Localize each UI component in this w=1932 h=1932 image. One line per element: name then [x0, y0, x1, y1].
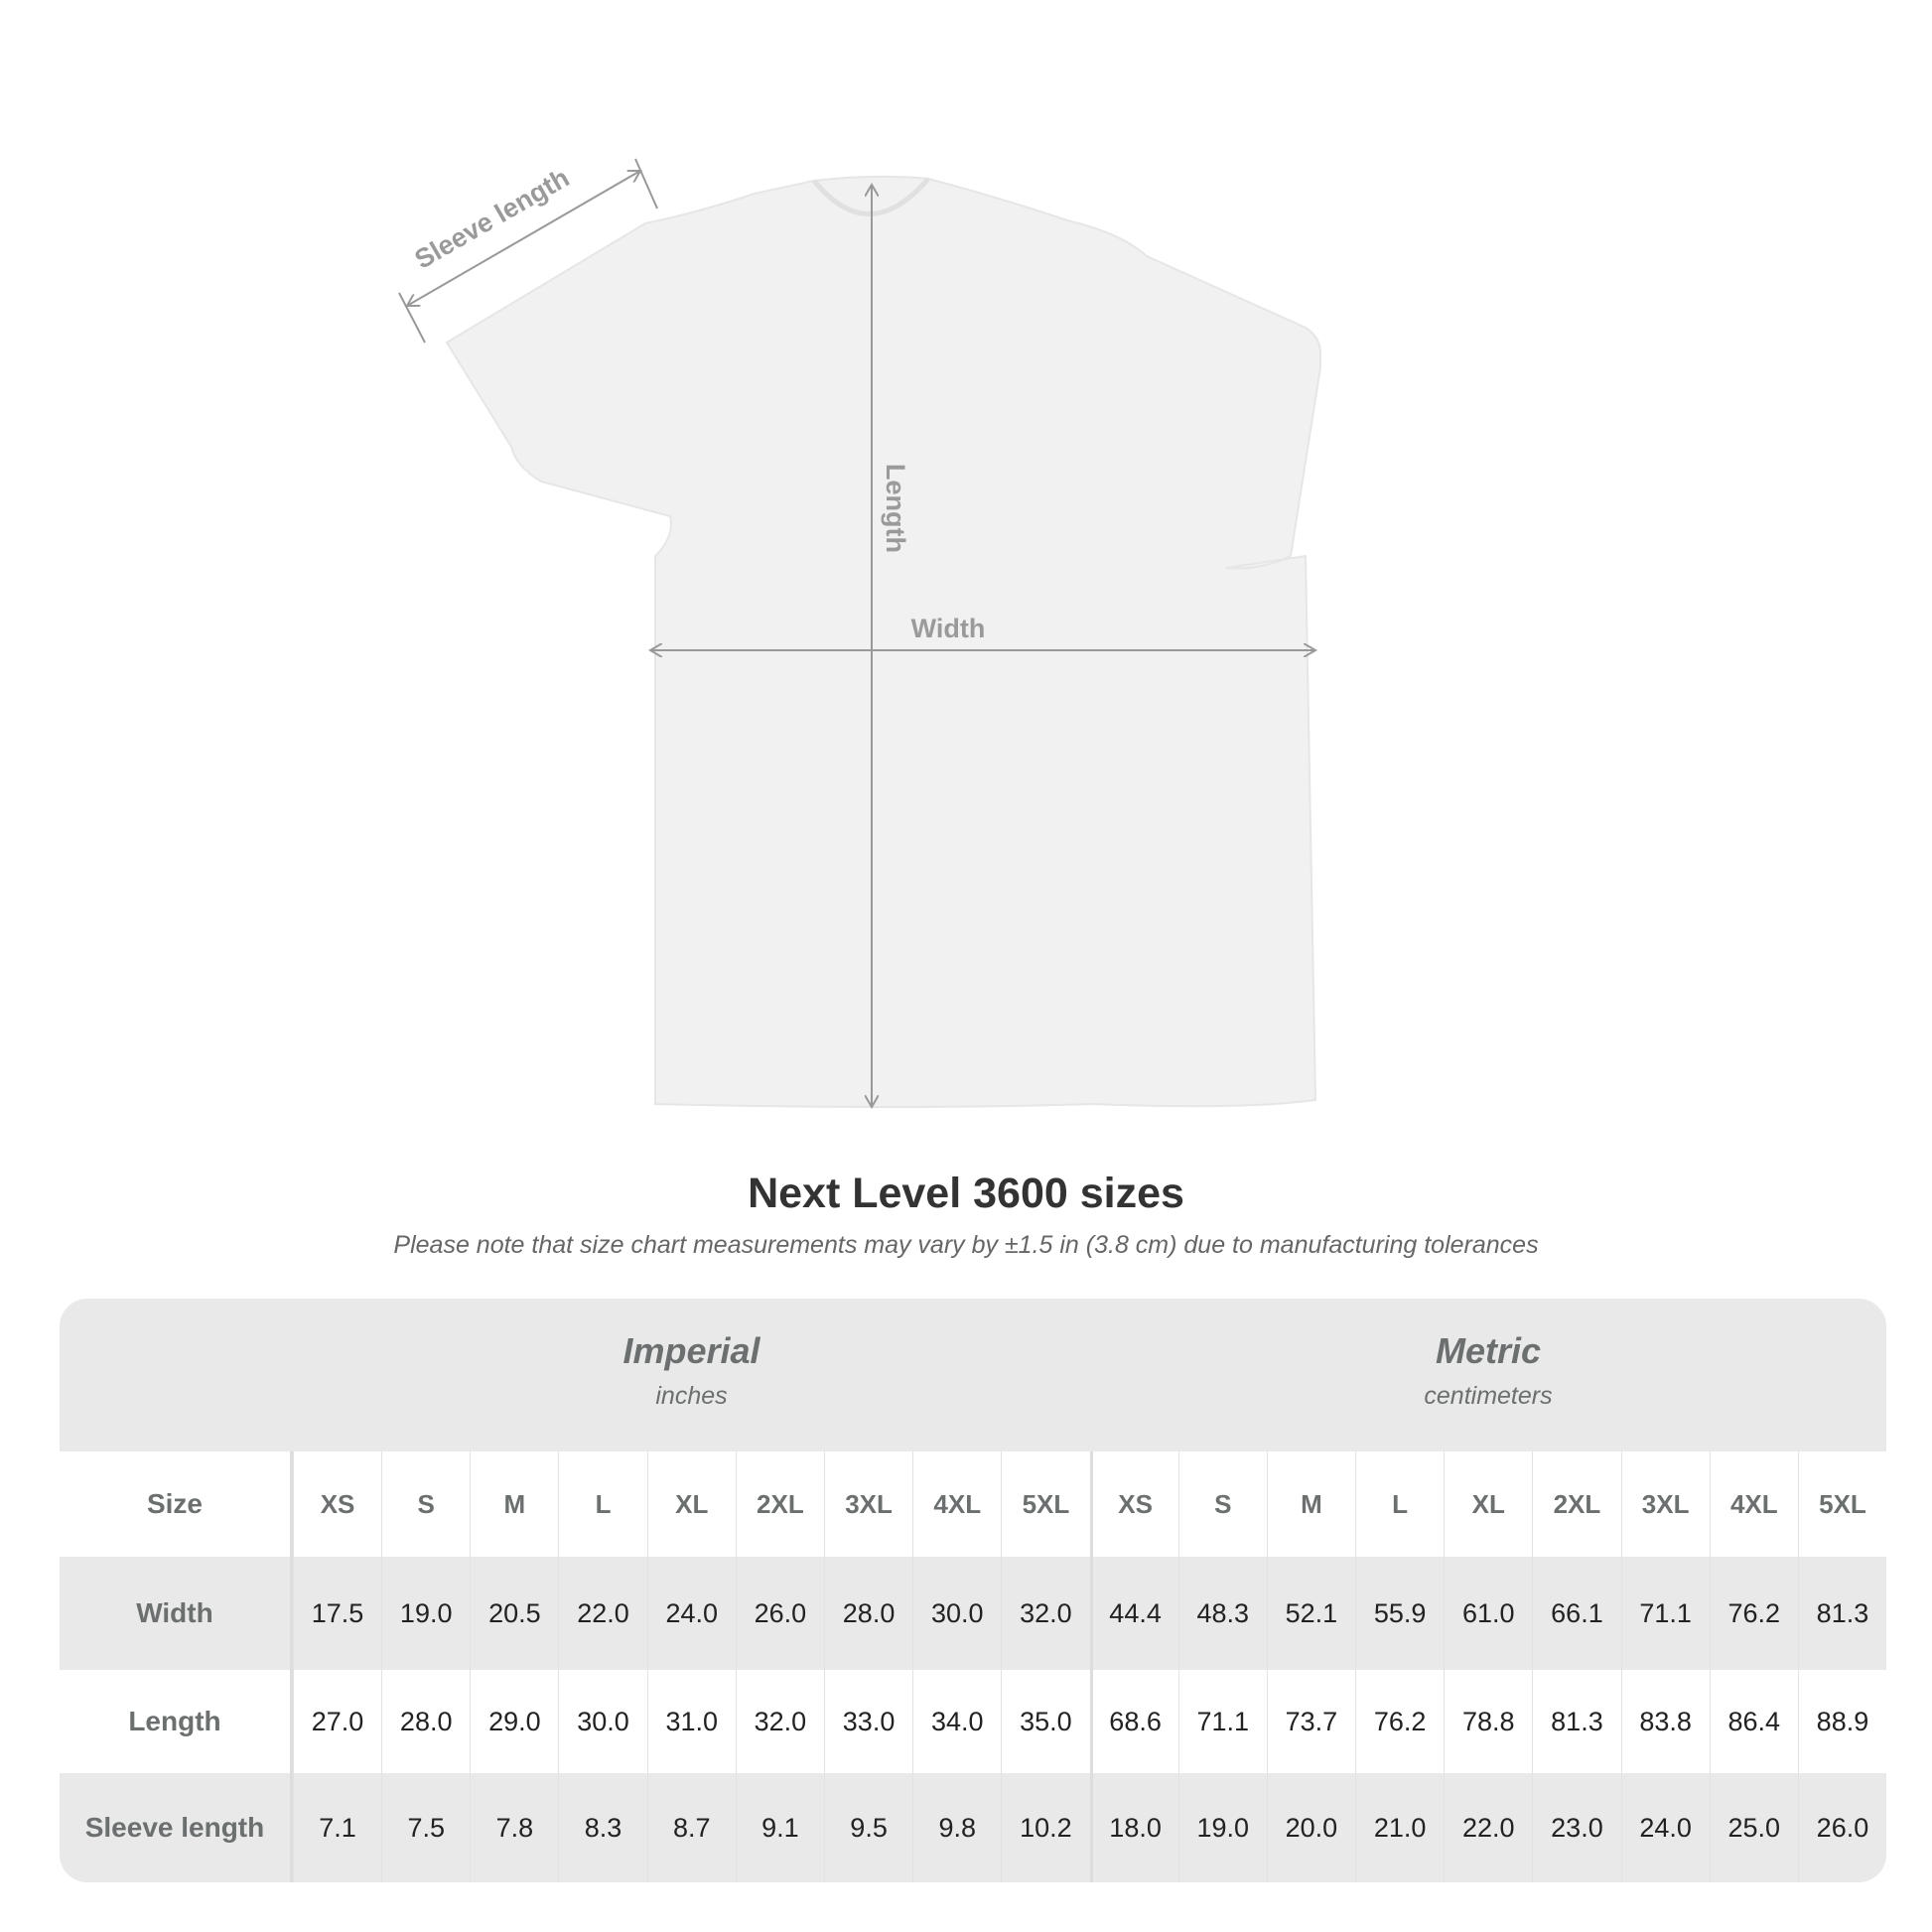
metric-value-cell: 25.0 — [1709, 1773, 1798, 1882]
row-label: Width — [60, 1557, 293, 1670]
imperial-value-cell: 17.5 — [292, 1557, 381, 1670]
size-table: Imperial inches Metric centimeters Size X… — [60, 1299, 1886, 1882]
metric-value-cell: 71.1 — [1620, 1557, 1710, 1670]
metric-value-cell: 78.8 — [1444, 1670, 1532, 1773]
metric-value-cell: 73.7 — [1266, 1670, 1355, 1773]
metric-value-cell: 19.0 — [1177, 1773, 1267, 1882]
metric-value-cell: 26.0 — [1797, 1773, 1886, 1882]
metric-value-cell: 68.6 — [1089, 1670, 1178, 1773]
imperial-value-cell: 31.0 — [646, 1670, 736, 1773]
imperial-value-cell: 7.5 — [381, 1773, 470, 1882]
sleeve-length-row: Sleeve length 7.1 7.5 7.8 8.3 8.7 9.1 9.5 9.8 10.… — [60, 1773, 1886, 1882]
metric-header: Metric centimeters — [1090, 1299, 1886, 1451]
metric-value-cell: 61.0 — [1444, 1557, 1532, 1670]
imperial-value-cell: 8.7 — [646, 1773, 736, 1882]
imperial-value-cell: 34.0 — [912, 1670, 1001, 1773]
metric-value-cell: 76.2 — [1355, 1670, 1444, 1773]
size-row: Size XS S M L XL 2XL 3XL 4XL 5XL XS S M L XL 2XL 3XL 4XL 5… — [60, 1451, 1886, 1557]
imperial-header: Imperial inches — [293, 1299, 1090, 1451]
imperial-size-header: 5XL — [1001, 1451, 1089, 1557]
metric-size-header: 3XL — [1620, 1451, 1710, 1557]
width-row: Width 17.5 19.0 20.5 22.0 24.0 26.0 28.0 30.0 32.… — [60, 1557, 1886, 1670]
imperial-value-cell: 27.0 — [292, 1670, 381, 1773]
metric-size-header: L — [1355, 1451, 1444, 1557]
metric-value-cell: 76.2 — [1709, 1557, 1798, 1670]
metric-size-header: 5XL — [1797, 1451, 1886, 1557]
metric-value-cell: 55.9 — [1355, 1557, 1444, 1670]
metric-value-cell: 22.0 — [1444, 1773, 1532, 1882]
imperial-value-cell: 30.0 — [558, 1670, 646, 1773]
imperial-value-cell: 10.2 — [1001, 1773, 1089, 1882]
metric-value-cell: 66.1 — [1532, 1557, 1620, 1670]
imperial-value-cell: 19.0 — [381, 1557, 470, 1670]
imperial-value-cell: 9.1 — [735, 1773, 824, 1882]
metric-size-header: 4XL — [1709, 1451, 1798, 1557]
imperial-value-cell: 30.0 — [912, 1557, 1001, 1670]
imperial-value-cell: 9.8 — [912, 1773, 1001, 1882]
imperial-size-header: L — [558, 1451, 646, 1557]
metric-value-cell: 23.0 — [1532, 1773, 1620, 1882]
length-label: Length — [881, 464, 910, 553]
imperial-size-header: XS — [292, 1451, 381, 1557]
imperial-value-cell: 32.0 — [1001, 1557, 1089, 1670]
metric-value-cell: 83.8 — [1620, 1670, 1710, 1773]
imperial-value-cell: 24.0 — [646, 1557, 736, 1670]
imperial-size-header: 3XL — [823, 1451, 912, 1557]
metric-value-cell: 71.1 — [1177, 1670, 1267, 1773]
imperial-size-header: S — [381, 1451, 470, 1557]
metric-value-cell: 20.0 — [1266, 1773, 1355, 1882]
imperial-value-cell: 35.0 — [1001, 1670, 1089, 1773]
metric-size-header: 2XL — [1532, 1451, 1620, 1557]
row-label: Length — [60, 1670, 293, 1773]
imperial-value-cell: 26.0 — [735, 1557, 824, 1670]
imperial-value-cell: 20.5 — [470, 1557, 558, 1670]
row-label: Size — [60, 1451, 293, 1557]
page-title: Next Level 3600 sizes — [748, 1170, 1184, 1217]
length-row: Length 27.0 28.0 29.0 30.0 31.0 32.0 33.0 34.0 35… — [60, 1670, 1886, 1773]
metric-value-cell: 81.3 — [1797, 1557, 1886, 1670]
imperial-value-cell: 28.0 — [381, 1670, 470, 1773]
metric-size-header: M — [1266, 1451, 1355, 1557]
metric-value-cell: 24.0 — [1620, 1773, 1710, 1882]
metric-value-cell: 21.0 — [1355, 1773, 1444, 1882]
imperial-value-cell: 7.1 — [292, 1773, 381, 1882]
imperial-size-header: 4XL — [912, 1451, 1001, 1557]
imperial-unit: inches — [655, 1382, 728, 1410]
tolerance-note: Please note that size chart measurements… — [393, 1231, 1539, 1259]
metric-value-cell: 86.4 — [1709, 1670, 1798, 1773]
imperial-size-header: XL — [646, 1451, 736, 1557]
metric-size-header: XS — [1089, 1451, 1178, 1557]
imperial-value-cell: 8.3 — [558, 1773, 646, 1882]
imperial-size-header: 2XL — [735, 1451, 824, 1557]
imperial-value-cell: 32.0 — [735, 1670, 824, 1773]
metric-value-cell: 18.0 — [1089, 1773, 1178, 1882]
row-label: Sleeve length — [60, 1773, 293, 1882]
metric-size-header: XL — [1444, 1451, 1532, 1557]
tshirt-shape — [445, 175, 1321, 1108]
imperial-title: Imperial — [622, 1330, 760, 1371]
metric-size-header: S — [1177, 1451, 1267, 1557]
metric-value-cell: 81.3 — [1532, 1670, 1620, 1773]
width-label: Width — [911, 614, 986, 643]
metric-value-cell: 44.4 — [1089, 1557, 1178, 1670]
imperial-value-cell: 28.0 — [823, 1557, 912, 1670]
metric-value-cell: 88.9 — [1797, 1670, 1886, 1773]
imperial-size-header: M — [470, 1451, 558, 1557]
imperial-value-cell: 33.0 — [823, 1670, 912, 1773]
tshirt-diagram: Sleeve length Length Width — [398, 158, 1321, 1152]
imperial-value-cell: 9.5 — [823, 1773, 912, 1882]
imperial-value-cell: 22.0 — [558, 1557, 646, 1670]
metric-value-cell: 52.1 — [1266, 1557, 1355, 1670]
metric-title: Metric — [1435, 1330, 1542, 1371]
sleeve-length-arrow — [407, 171, 640, 306]
metric-value-cell: 48.3 — [1177, 1557, 1267, 1670]
sleeve-length-label: Sleeve length — [410, 163, 575, 275]
imperial-value-cell: 7.8 — [470, 1773, 558, 1882]
metric-unit: centimeters — [1424, 1382, 1553, 1410]
imperial-value-cell: 29.0 — [470, 1670, 558, 1773]
